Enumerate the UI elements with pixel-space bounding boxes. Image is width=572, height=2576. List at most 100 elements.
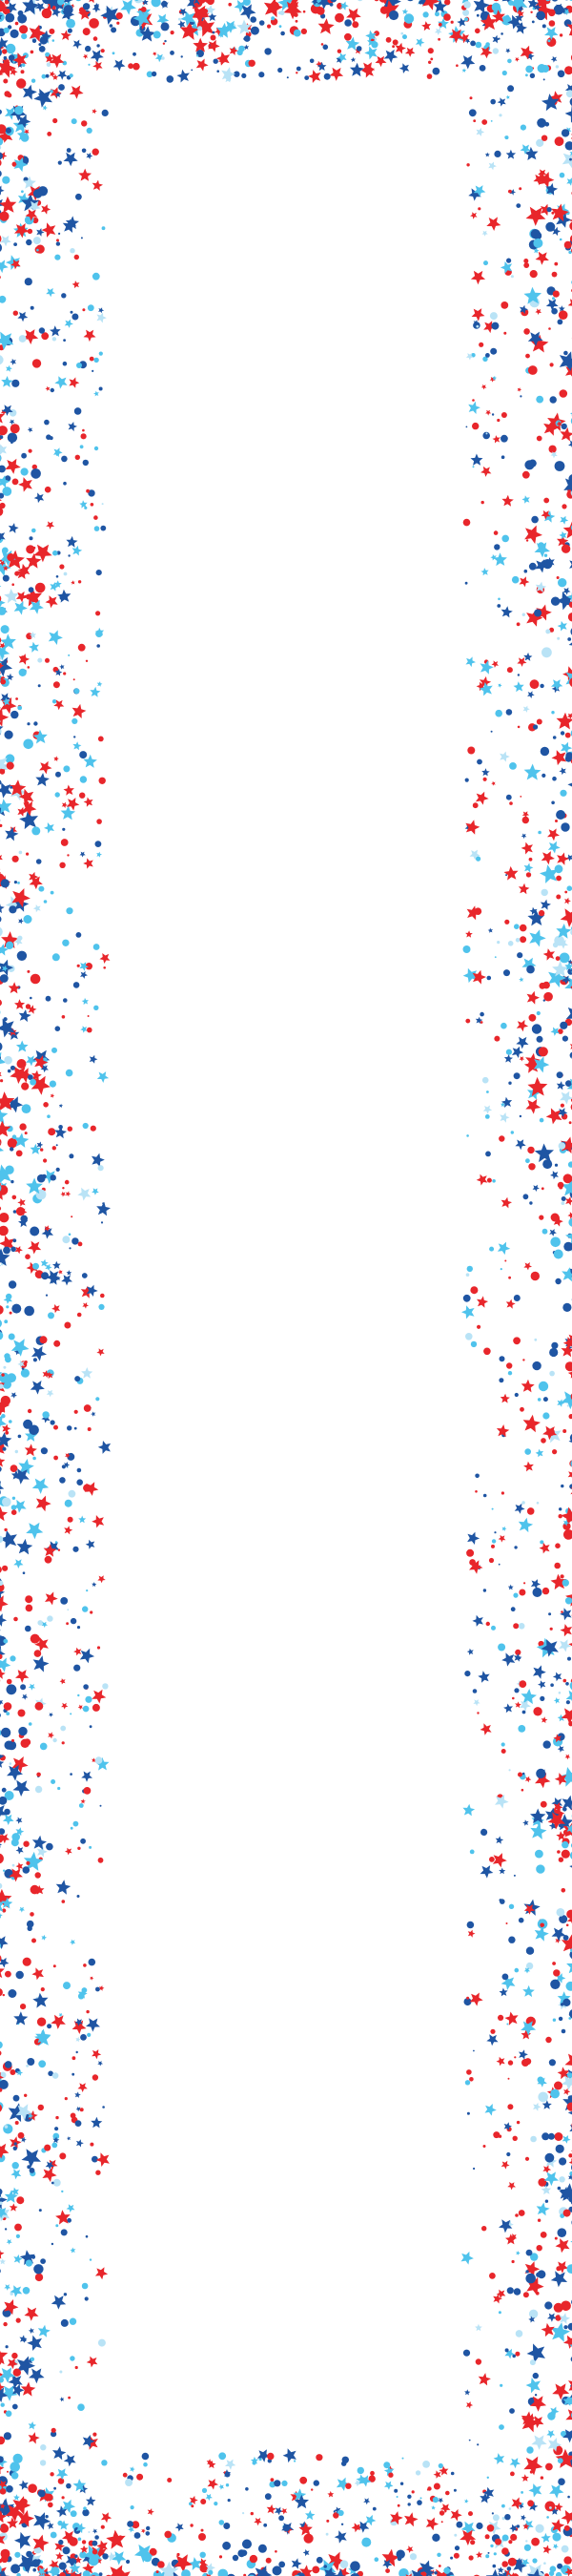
dot-confetti-icon [498, 597, 500, 601]
star-confetti-icon [521, 495, 530, 504]
dot-confetti-icon [232, 2554, 239, 2562]
dot-confetti-icon [170, 30, 174, 35]
star-confetti-icon [41, 1934, 48, 1941]
dot-confetti-icon [350, 2573, 360, 2576]
star-confetti-icon [97, 2061, 103, 2067]
dot-confetti-icon [566, 2102, 572, 2111]
dot-confetti-icon [101, 2460, 108, 2466]
star-confetti-icon [485, 409, 492, 416]
dot-confetti-icon [28, 448, 32, 453]
star-confetti-icon [551, 2519, 565, 2533]
dot-confetti-icon [222, 2541, 232, 2550]
dot-confetti-icon [489, 1857, 495, 1862]
star-confetti-icon [501, 1652, 516, 1667]
dot-confetti-icon [70, 2112, 76, 2119]
star-confetti-icon [2, 1814, 14, 1825]
dot-confetti-icon [13, 242, 17, 246]
dot-confetti-icon [212, 31, 215, 34]
dot-confetti-icon [475, 1473, 480, 1479]
star-confetti-icon [195, 17, 215, 37]
star-confetti-icon [460, 2521, 476, 2536]
dot-confetti-icon [58, 84, 65, 91]
dot-confetti-icon [553, 2302, 563, 2313]
star-confetti-icon [528, 2483, 542, 2498]
dot-confetti-icon [26, 545, 35, 554]
star-confetti-icon [28, 2432, 40, 2444]
star-confetti-icon [92, 1188, 99, 1195]
dot-confetti-icon [89, 18, 99, 29]
star-confetti-icon [34, 1636, 49, 1652]
star-confetti-icon [534, 1926, 549, 1942]
dot-confetti-icon [504, 2348, 509, 2353]
star-confetti-icon [535, 559, 549, 573]
star-confetti-icon [27, 2358, 33, 2364]
star-confetti-icon [13, 2011, 29, 2025]
star-confetti-icon [1, 405, 13, 416]
dot-confetti-icon [296, 2572, 306, 2576]
star-confetti-icon [0, 560, 6, 567]
star-confetti-icon [302, 2548, 310, 2557]
dot-confetti-icon [0, 355, 4, 365]
star-confetti-icon [535, 308, 541, 315]
star-confetti-icon [63, 784, 74, 796]
star-confetti-icon [375, 55, 387, 68]
star-confetti-icon [95, 2152, 110, 2167]
dot-confetti-icon [76, 1479, 83, 1485]
dot-confetti-icon [88, 489, 95, 497]
dot-confetti-icon [501, 2503, 505, 2508]
dot-confetti-icon [68, 554, 71, 557]
dot-confetti-icon [27, 2058, 35, 2066]
dot-confetti-icon [2, 574, 10, 582]
dot-confetti-icon [46, 62, 51, 67]
dot-confetti-icon [1, 49, 8, 54]
dot-confetti-icon [538, 830, 541, 835]
dot-confetti-icon [2, 487, 12, 496]
star-confetti-icon [225, 2459, 236, 2470]
star-confetti-icon [0, 1657, 11, 1672]
dot-confetti-icon [566, 885, 572, 891]
dot-confetti-icon [82, 1705, 90, 1713]
dot-confetti-icon [26, 593, 32, 600]
dot-confetti-icon [501, 70, 507, 76]
dot-confetti-icon [95, 570, 102, 576]
star-confetti-icon [527, 1076, 548, 1096]
star-confetti-icon [2, 1423, 11, 1434]
dot-confetti-icon [41, 1272, 50, 1280]
dot-confetti-icon [569, 1851, 572, 1859]
star-confetti-icon [565, 1690, 572, 1702]
star-confetti-icon [17, 193, 31, 205]
star-confetti-icon [255, 2566, 273, 2576]
dot-confetti-icon [501, 2534, 509, 2542]
star-confetti-icon [569, 560, 572, 569]
star-confetti-icon [1, 931, 19, 948]
dot-confetti-icon [0, 1331, 4, 1340]
dot-confetti-icon [525, 872, 532, 878]
star-confetti-icon [524, 146, 539, 160]
star-confetti-icon [42, 1370, 51, 1378]
star-confetti-icon [529, 929, 546, 947]
star-confetti-icon [525, 206, 546, 226]
dot-confetti-icon [563, 1529, 572, 1540]
dot-confetti-icon [77, 2537, 82, 2542]
dot-confetti-icon [24, 1305, 34, 1317]
star-confetti-icon [541, 2185, 552, 2195]
star-confetti-icon [547, 2313, 557, 2322]
dot-confetti-icon [521, 2059, 529, 2067]
dot-confetti-icon [488, 1557, 495, 1564]
star-confetti-icon [96, 312, 107, 323]
dot-confetti-icon [76, 964, 80, 967]
dot-confetti-icon [72, 313, 79, 321]
dot-confetti-icon [70, 2356, 75, 2361]
star-confetti-icon [525, 1099, 541, 1114]
star-confetti-icon [20, 2381, 36, 2397]
star-confetti-icon [481, 230, 488, 237]
dot-confetti-icon [543, 991, 553, 1002]
star-confetti-icon [496, 2056, 505, 2067]
dot-confetti-icon [4, 1527, 8, 1532]
dot-confetti-icon [542, 1397, 548, 1402]
dot-confetti-icon [100, 2524, 105, 2529]
dot-confetti-icon [548, 327, 551, 330]
dot-confetti-icon [60, 2229, 68, 2236]
star-confetti-icon [536, 604, 552, 621]
star-confetti-icon [475, 791, 489, 805]
